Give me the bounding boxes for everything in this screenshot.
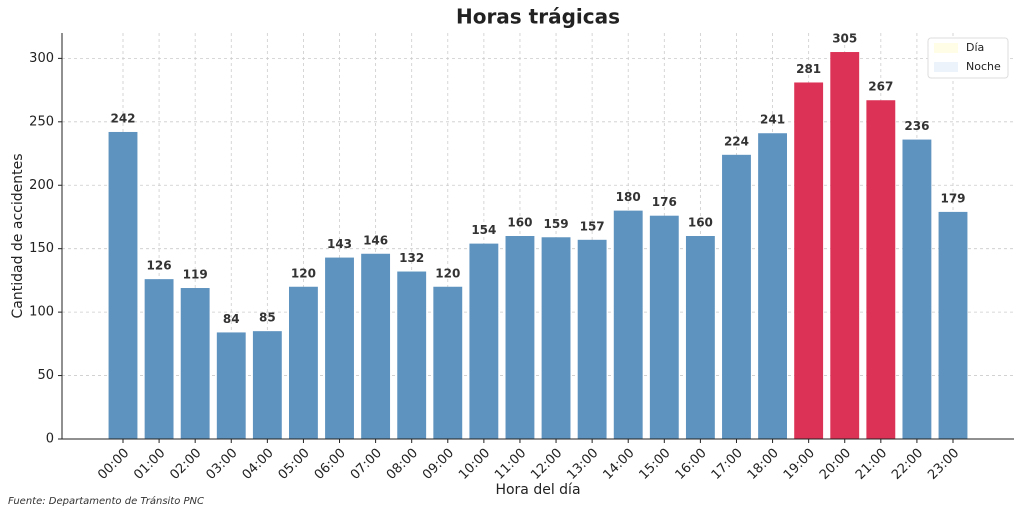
bar — [216, 332, 246, 439]
x-tick-label: 23:00 — [925, 446, 962, 483]
bar — [541, 237, 571, 439]
bar — [289, 286, 318, 439]
bar — [361, 253, 391, 439]
chart-title: Horas trágicas — [456, 5, 620, 29]
value-label: 119 — [183, 268, 208, 282]
x-tick-label: 06:00 — [312, 446, 349, 483]
value-label: 120 — [435, 266, 460, 280]
value-label: 281 — [796, 62, 821, 76]
value-label: 126 — [147, 259, 172, 273]
y-tick-label: 250 — [29, 114, 54, 129]
bar — [325, 257, 354, 439]
x-tick-label: 19:00 — [781, 446, 818, 483]
source-note: Fuente: Departamento de Tránsito PNC — [8, 495, 204, 507]
y-axis-label: Cantidad de accidentes — [10, 154, 26, 319]
bar — [685, 236, 715, 439]
x-tick-label: 08:00 — [384, 446, 421, 483]
y-tick-label: 300 — [29, 51, 54, 66]
y-tick-label: 50 — [37, 368, 54, 383]
value-label: 160 — [688, 216, 713, 230]
x-tick-label: 00:00 — [95, 446, 132, 483]
value-label: 267 — [868, 80, 893, 94]
y-tick-label: 0 — [46, 432, 54, 447]
bar — [758, 133, 787, 439]
bar — [108, 131, 138, 439]
y-tick-label: 200 — [29, 178, 54, 193]
bar — [577, 239, 607, 439]
value-label: 143 — [327, 237, 352, 251]
value-label: 157 — [580, 219, 605, 233]
bar — [433, 286, 463, 439]
value-label: 120 — [291, 266, 316, 280]
bar — [252, 331, 282, 439]
value-label: 176 — [652, 195, 677, 209]
bar — [902, 139, 932, 439]
legend-swatch — [934, 43, 958, 53]
legend-label: Día — [966, 41, 984, 54]
value-label: 159 — [544, 217, 569, 231]
value-label: 242 — [110, 111, 135, 125]
x-axis-label: Hora del día — [495, 482, 580, 498]
bar — [722, 154, 751, 440]
x-tick-label: 02:00 — [167, 446, 204, 483]
bar — [505, 236, 535, 439]
value-label: 180 — [616, 190, 641, 204]
x-tick-label: 14:00 — [600, 446, 637, 483]
x-tick-label: 11:00 — [492, 446, 529, 483]
legend-label: Noche — [966, 60, 1001, 73]
value-label: 241 — [760, 113, 785, 127]
x-tick-label: 12:00 — [528, 446, 565, 483]
x-tick-label: 03:00 — [203, 446, 240, 483]
bar — [613, 210, 643, 439]
x-tick-label: 05:00 — [276, 446, 313, 483]
bar — [830, 52, 860, 439]
x-tick-label: 09:00 — [420, 446, 457, 483]
legend-swatch — [934, 62, 958, 72]
value-label: 305 — [832, 32, 857, 46]
x-tick-label: 17:00 — [709, 446, 746, 483]
value-label: 146 — [363, 233, 388, 247]
value-label: 224 — [724, 134, 749, 148]
x-tick-label: 10:00 — [456, 446, 493, 483]
x-tick-label: 07:00 — [348, 446, 385, 483]
bar — [649, 215, 679, 439]
bar — [144, 279, 174, 439]
x-tick-label: 13:00 — [564, 446, 601, 483]
x-tick-label: 16:00 — [673, 446, 710, 483]
value-label: 160 — [507, 216, 532, 230]
bar — [397, 271, 427, 439]
x-tick-label: 21:00 — [853, 446, 890, 483]
x-tick-label: 01:00 — [131, 446, 168, 483]
bar — [469, 243, 499, 439]
y-tick-label: 100 — [29, 305, 54, 320]
value-label: 84 — [223, 312, 240, 326]
x-tick-label: 20:00 — [817, 446, 854, 483]
x-tick-label: 18:00 — [745, 446, 782, 483]
bar — [866, 100, 896, 440]
x-tick-label: 04:00 — [240, 446, 277, 483]
x-tick-label: 22:00 — [889, 446, 926, 483]
y-tick-label: 150 — [29, 241, 54, 256]
value-label: 132 — [399, 251, 424, 265]
value-label: 85 — [259, 311, 276, 325]
value-label: 154 — [471, 223, 496, 237]
value-label: 236 — [904, 119, 929, 133]
x-tick-label: 15:00 — [637, 446, 674, 483]
bar — [180, 288, 210, 439]
bar — [794, 82, 824, 439]
bar — [938, 211, 968, 439]
value-label: 179 — [940, 191, 965, 205]
